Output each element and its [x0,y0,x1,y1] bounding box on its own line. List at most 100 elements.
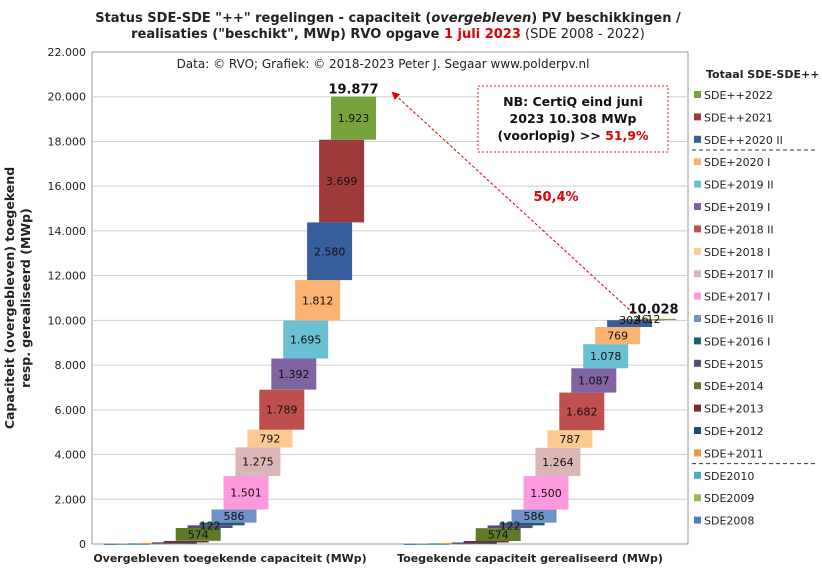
segment-value-label: 586 [224,510,245,523]
x-category-label: Overgebleven toegekende capaciteit (MWp) [93,552,366,565]
plot-area [91,51,689,545]
segment-value-label: 769 [607,330,628,343]
bar-segment [547,430,593,448]
legend-entry: SDE++2020 II [704,134,783,147]
y-tick-label: 10.000 [48,314,87,327]
bar-segment [247,429,293,448]
y-axis-label-line2: resp. gerealiseerd (MWp) [18,208,33,388]
legend-title: Totaal SDE-SDE++ [706,68,819,81]
y-axis-label-line1: Capaciteit (overgebleven) toegekend [2,167,17,429]
legend-swatch [694,359,701,367]
note-line2: 2023 10.308 MWp [510,111,637,126]
y-tick-label: 6.000 [55,404,87,417]
legend-entry: SDE++2021 [704,111,773,124]
legend: SDE++2022 SDE++2021 SDE++2020 II SDE+2020 I… [692,89,818,528]
legend-entry: SDE+2018 I [704,246,770,259]
legend-entry: SDE+2014 [704,380,764,393]
bar-segment [271,358,317,390]
bar-segment [187,525,233,528]
segment-value-label: 12 [647,313,661,326]
segment-value-label: 1.500 [530,487,562,500]
segment-value-label: 1.078 [590,350,622,363]
legend-swatch [694,180,701,188]
title2-part-0: realisaties ("beschikt", MWp) RVO opgave [131,27,444,42]
total-value-label: 10.028 [628,303,678,318]
legend-swatch [694,382,701,390]
segment-value-label: 1.789 [266,404,298,417]
bar-segment [631,318,676,321]
legend-entry: SDE++2022 [704,89,773,102]
bar-segment [475,528,521,541]
legend-entry: SDE+2015 [704,358,764,371]
note-line3-red: 51,9% [605,128,649,143]
segment-value-label: 1.501 [230,487,262,500]
note-box [477,85,669,153]
segment-value-label: 1.264 [542,456,574,469]
bar-segment [331,96,376,140]
segment-value-label: 574 [188,529,209,542]
bar-segment [175,528,221,541]
segment-value-label: 574 [488,529,509,542]
bar-segment [559,392,605,431]
y-tick-label: 2.000 [55,493,87,506]
legend-swatch [694,404,701,412]
legend-entry: SDE2009 [704,492,754,505]
ratio-arrow-label: 50,4% [533,190,578,205]
legend-entry: SDE+2017 I [704,291,770,304]
bar-segment [211,509,257,523]
y-tick-label: 8.000 [55,359,87,372]
legend-entry: SDE+2020 I [704,156,770,169]
note-line3: (voorlopig) >> 51,9% [498,128,649,143]
bars [104,96,676,545]
segment-value-label: 1.695 [290,334,322,347]
legend-swatch [694,471,701,479]
legend-swatch [694,315,701,322]
y-tick-label: 14.000 [48,225,87,238]
legend-swatch [694,270,701,278]
legend-entry: SDE2008 [704,515,754,528]
source-line: Data: © RVO; Grafiek: © 2018-2023 Peter … [177,57,590,71]
segment-value-label: 46 [635,313,649,326]
legend-entry: SDE+2018 II [704,223,774,236]
legend-entry: SDE+2019 II [704,179,774,192]
legend-swatch [694,292,701,300]
bar-segment [151,542,197,544]
legend-swatch [694,158,701,166]
bar-segment [535,447,581,477]
chart-title-line1: Status SDE-SDE "++" regelingen - capacit… [95,11,681,26]
y-tick-label: 16.000 [48,180,87,193]
bar-segment [451,542,497,544]
legend-swatch [694,91,701,98]
bar-segment [223,475,269,510]
bar-segment [295,280,341,321]
legend-entry: SDE+2011 [704,447,764,460]
y-tick-label: 12.000 [48,270,87,283]
total-value-label: 19.877 [328,83,378,98]
segment-value-label: 787 [559,433,580,446]
y-tick-label: 20.000 [48,91,87,104]
legend-swatch [694,135,701,143]
bar-segment [487,525,533,529]
segment-value-label: 1.275 [242,456,274,469]
legend-swatch [694,203,701,210]
y-tick-label: 18.000 [48,135,87,148]
note-line3-prefix: (voorlopig) >> [498,128,606,143]
legend-swatch [694,113,701,121]
title1-part-1: overgebleven [431,11,531,26]
legend-entry: SDE+2017 II [704,268,774,281]
bar-segment [235,447,281,476]
bar-segment [307,222,353,281]
legend-swatch [694,516,701,524]
segment-value-label: 1.923 [338,112,370,125]
x-axis-categories: Overgebleven toegekende capaciteit (MWp)… [93,552,663,565]
bar-segment [607,320,653,327]
bar-segment [583,344,629,369]
segment-value-label: 1.392 [278,368,310,381]
bar-segment [199,522,245,526]
y-tick-label: 22.000 [48,46,87,59]
legend-entry: SDE+2019 I [704,201,770,214]
legend-entry: SDE+2016 I [704,335,770,348]
bar-segment [319,139,365,223]
title1-part-0: Status SDE-SDE "++" regelingen - capacit… [95,11,431,26]
